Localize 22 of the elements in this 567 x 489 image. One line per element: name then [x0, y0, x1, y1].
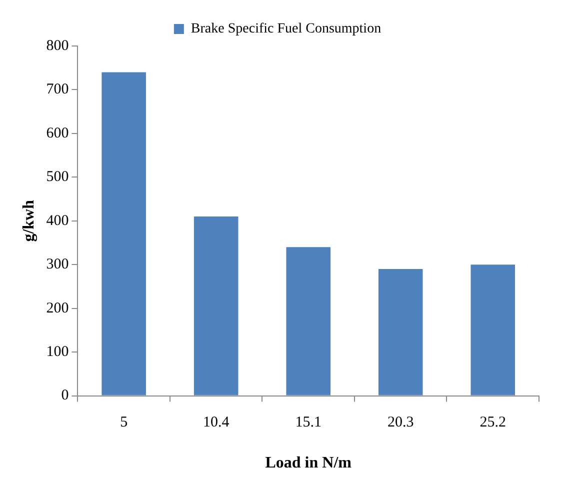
y-tick-label: 0 [61, 388, 69, 404]
bar [102, 72, 146, 396]
y-tick-label: 100 [46, 344, 69, 360]
y-tick-label: 200 [46, 300, 69, 316]
x-tick-label: 10.4 [202, 414, 230, 431]
bar [194, 216, 238, 396]
bar [470, 264, 516, 396]
x-tick-label: 25.2 [480, 414, 506, 431]
bar [378, 269, 423, 396]
y-tick-label: 500 [46, 169, 69, 186]
x-axis-title: Load in N/m [265, 454, 352, 472]
y-tick-label: 300 [46, 256, 69, 273]
y-tick-label: 800 [46, 38, 69, 54]
legend-label: Brake Specific Fuel Consumption [190, 22, 382, 37]
y-tick-label: 700 [46, 82, 69, 98]
x-tick-label: 5 [120, 414, 128, 431]
y-tick-label: 400 [46, 212, 69, 229]
y-tick-label: 600 [46, 125, 69, 142]
x-tick-label: 15.1 [295, 414, 322, 431]
x-tick-label: 20.3 [387, 414, 414, 431]
bar [286, 247, 330, 396]
y-axis-title: g/kwh [20, 200, 38, 242]
